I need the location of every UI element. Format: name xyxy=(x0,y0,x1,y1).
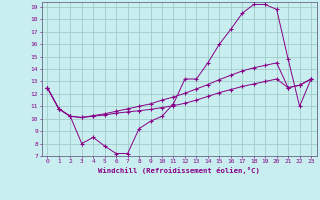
X-axis label: Windchill (Refroidissement éolien,°C): Windchill (Refroidissement éolien,°C) xyxy=(98,167,260,174)
